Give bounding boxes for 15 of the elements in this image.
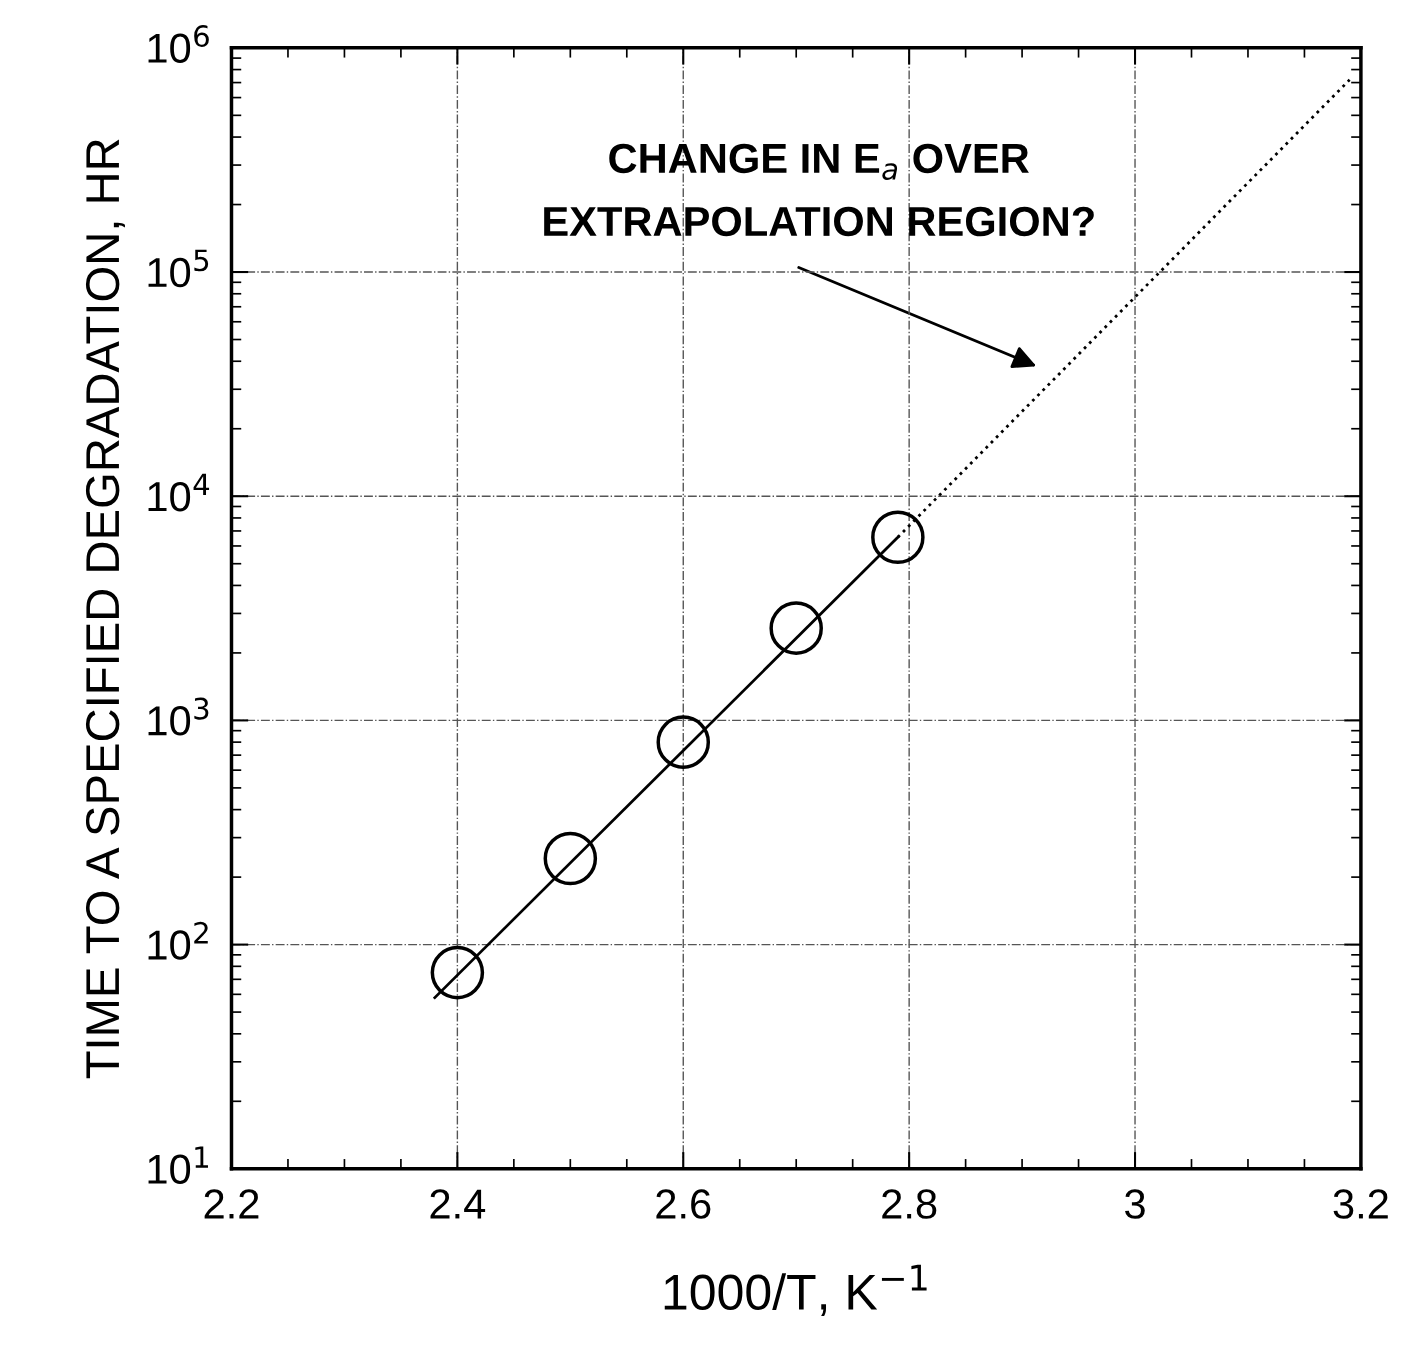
y-tick-label: 10$^{1}$ bbox=[148, 1146, 208, 1185]
y-tick-label: 10$^{6}$ bbox=[148, 25, 209, 64]
x-tick-label: 3 bbox=[1125, 1189, 1145, 1219]
y-axis-title: TIME TO A SPECIFIED DEGRADATION, HR bbox=[85, 139, 125, 1079]
x-tick-label: 2.2 bbox=[204, 1189, 259, 1219]
y-tick-label: 10$^{4}$ bbox=[148, 473, 210, 512]
y-tick-label: 10$^{2}$ bbox=[148, 921, 208, 960]
annotation: CHANGE IN E$_{a}$ OVER EXTRAPOLATION REGION? bbox=[544, 143, 1094, 237]
y-tick-label: 10$^{5}$ bbox=[148, 249, 209, 288]
x-tick-label: 3.2 bbox=[1333, 1189, 1388, 1219]
y-tick-label: 10$^{3}$ bbox=[148, 697, 209, 736]
x-tick-label: 2.6 bbox=[656, 1189, 711, 1219]
x-axis-title: 1000/T, K$^{−1}$ bbox=[664, 1264, 927, 1316]
x-tick-label: 2.4 bbox=[430, 1189, 486, 1219]
x-tick-label: 2.8 bbox=[882, 1189, 937, 1219]
